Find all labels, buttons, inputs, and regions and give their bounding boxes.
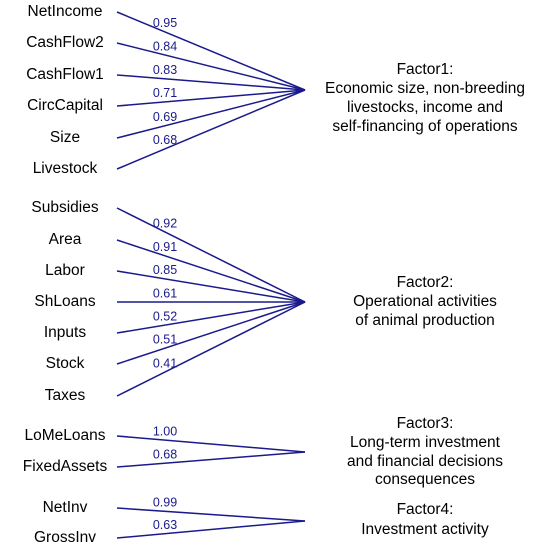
variable-label: Inputs	[44, 324, 86, 341]
variable-label: Stock	[46, 355, 85, 372]
variable-label: NetIncome	[28, 3, 103, 20]
loading-label: 1.00	[153, 424, 177, 438]
variable-label: ShLoans	[34, 293, 95, 310]
loading-label: 0.84	[153, 39, 177, 53]
variable-label: Livestock	[33, 160, 98, 177]
variable-label: Labor	[45, 262, 85, 279]
loading-link	[116, 89, 306, 139]
variable-label: Taxes	[45, 387, 86, 404]
variable-label: NetInv	[43, 499, 88, 516]
variable-label: Subsidies	[31, 199, 98, 216]
loading-link	[116, 451, 306, 468]
factor-label: of animal production	[355, 312, 495, 329]
loading-label: 0.85	[153, 263, 177, 277]
variable-label: CashFlow1	[26, 66, 104, 83]
factor-label: Factor2:	[397, 274, 454, 291]
loading-link	[116, 301, 306, 397]
variable-label: Size	[50, 129, 80, 146]
factor-label: Investment activity	[361, 521, 489, 538]
factor-label: Factor1:	[397, 61, 454, 78]
variable-label: CircCapital	[27, 97, 103, 114]
factor-label: Economic size, non-breeding	[325, 80, 525, 97]
loading-label: 0.52	[153, 309, 177, 323]
factor-label: self-financing of operations	[332, 118, 518, 135]
factor-label: consequences	[375, 471, 475, 488]
variable-label: FixedAssets	[23, 458, 108, 475]
loading-label: 0.91	[153, 240, 177, 254]
factor-label: livestocks, income and	[347, 99, 503, 116]
loading-link	[116, 74, 306, 91]
variable-label: CashFlow2	[26, 34, 104, 51]
loading-link	[116, 11, 306, 91]
factor-label: and financial decisions	[347, 453, 503, 470]
loading-label: 0.71	[153, 86, 177, 100]
loading-link	[116, 89, 306, 170]
loading-link	[116, 207, 306, 303]
factor-label: Long-term investment	[350, 434, 501, 451]
loading-label: 0.63	[153, 518, 177, 532]
factor-label: Operational activities	[353, 293, 497, 310]
loading-link	[116, 42, 306, 91]
loading-link	[116, 270, 306, 303]
loading-link	[116, 507, 306, 522]
loading-link	[116, 520, 306, 539]
loading-label: 0.83	[153, 63, 177, 77]
loading-label: 0.68	[153, 447, 177, 461]
loading-label: 0.68	[153, 133, 177, 147]
loading-label: 0.61	[153, 286, 177, 300]
variable-label: Area	[49, 231, 82, 248]
loading-label: 0.51	[153, 332, 177, 346]
loading-link	[116, 301, 306, 334]
loading-link	[116, 301, 306, 365]
loading-label: 0.92	[153, 216, 177, 230]
loading-label: 0.99	[153, 496, 177, 510]
loading-label: 0.41	[153, 356, 177, 370]
variable-label: LoMeLoans	[24, 427, 105, 444]
loading-label: 0.69	[153, 110, 177, 124]
loading-label: 0.95	[153, 16, 177, 30]
loading-link	[116, 435, 306, 453]
loading-link	[116, 89, 306, 107]
factor-label: Factor4:	[397, 501, 454, 518]
loading-link	[116, 239, 306, 303]
variable-label: GrossInv	[34, 529, 96, 546]
factor-label: Factor3:	[397, 415, 454, 432]
